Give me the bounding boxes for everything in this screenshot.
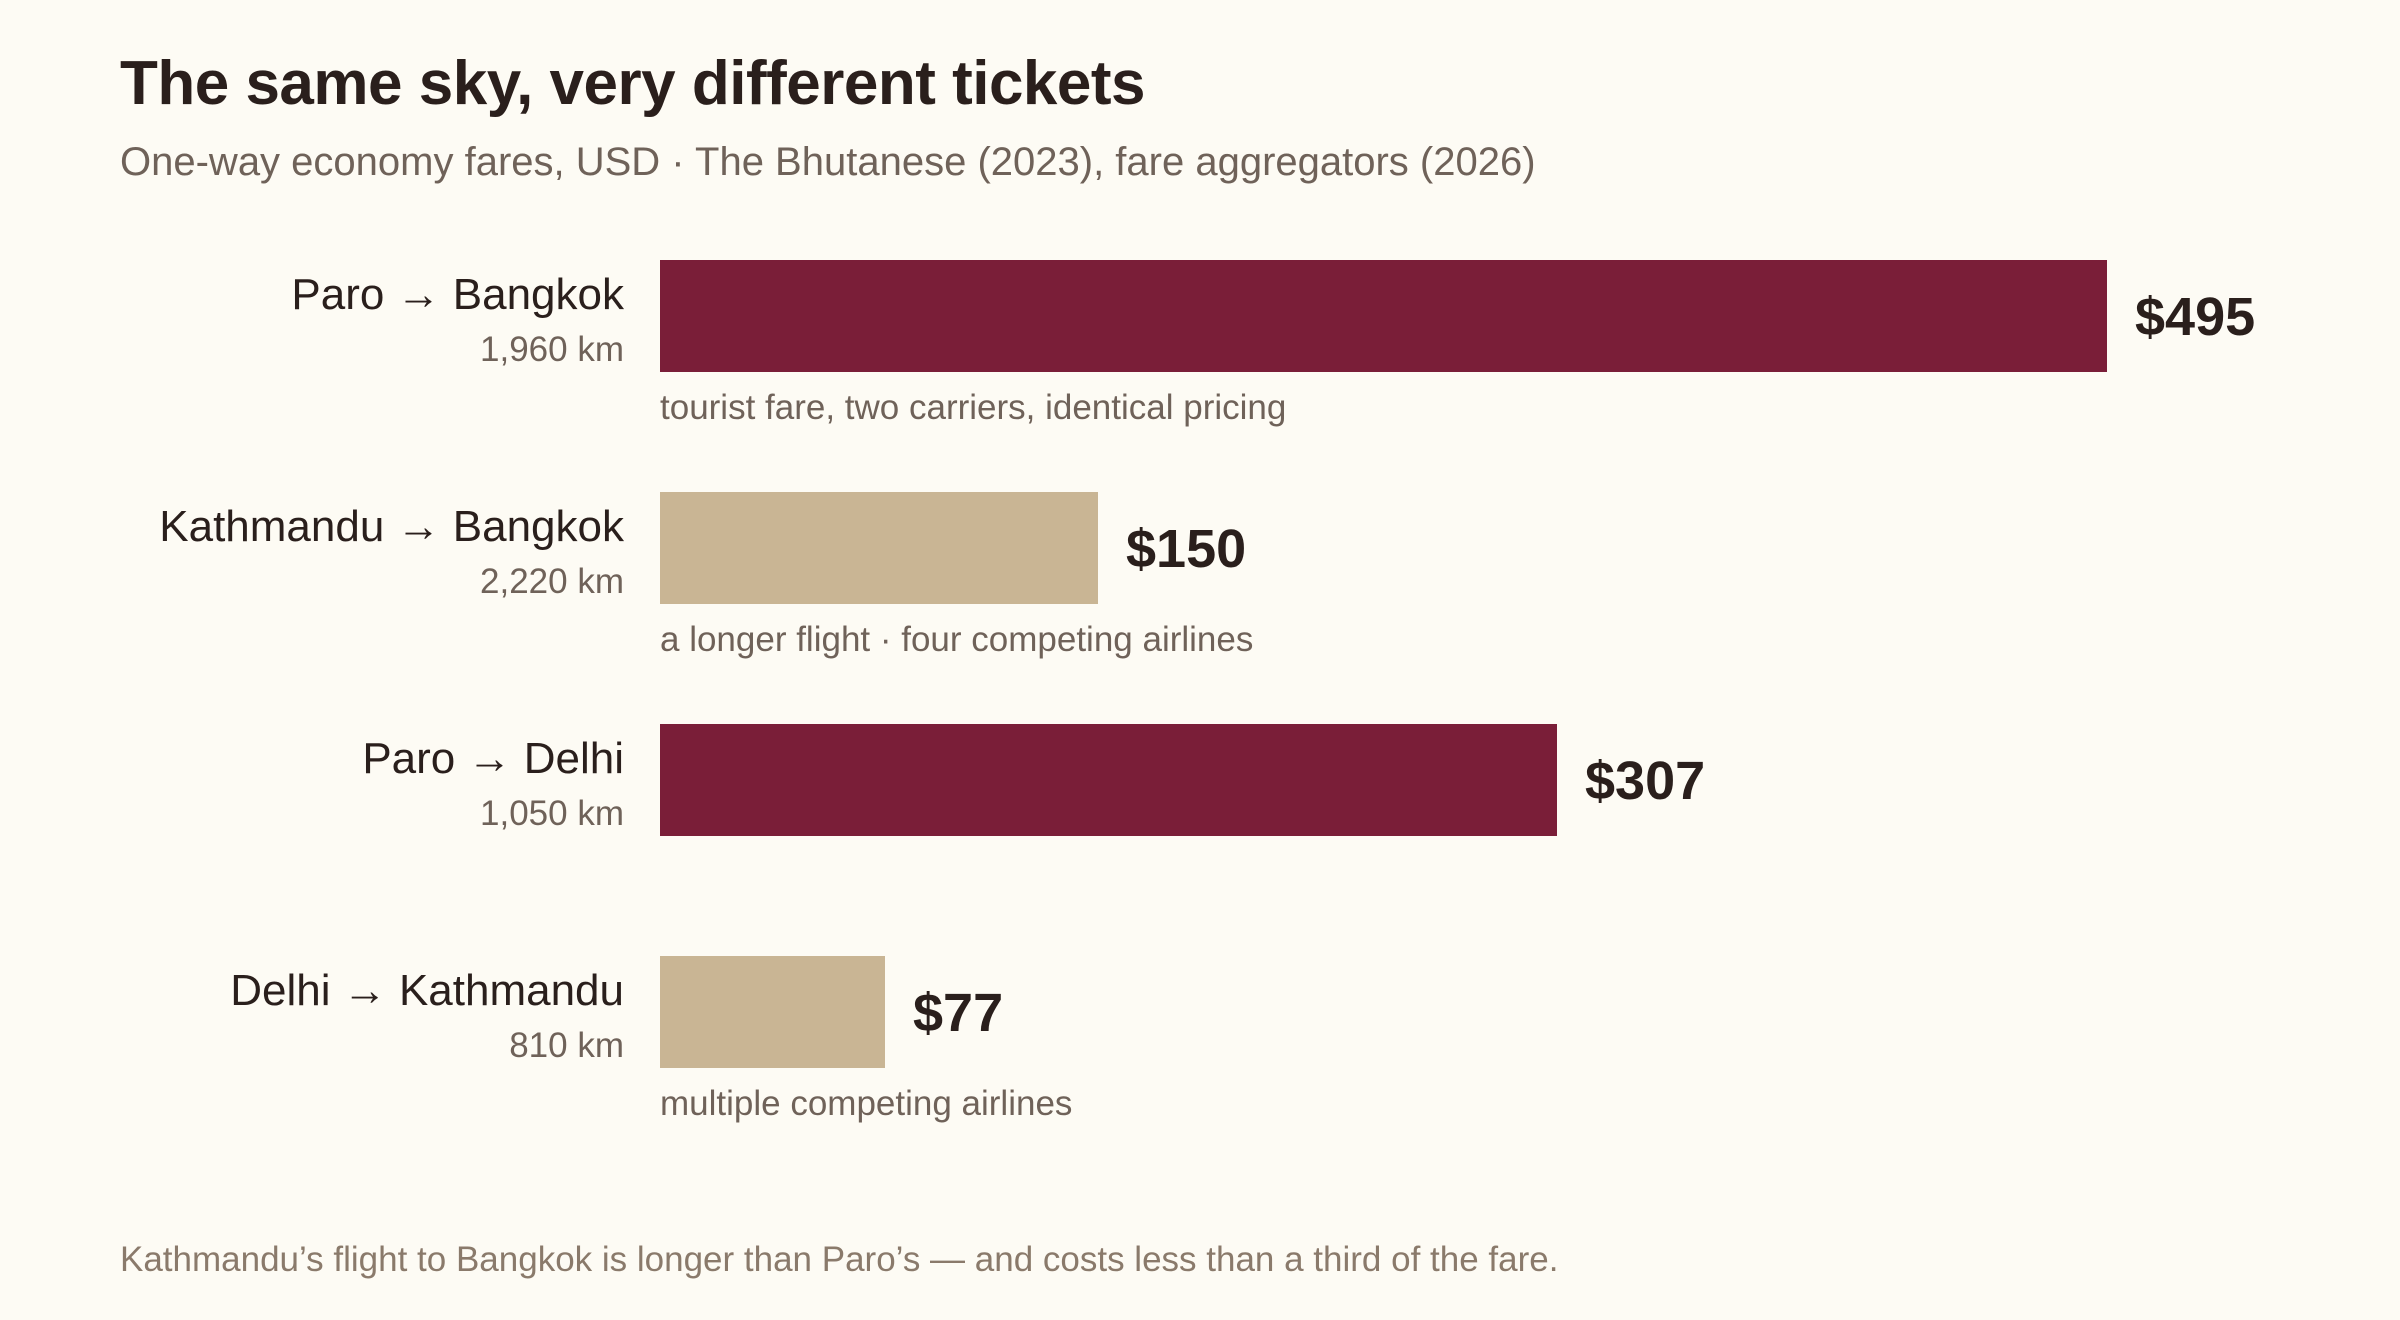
distance-label: 810 km <box>509 1026 624 1065</box>
fare-bar <box>660 492 1098 604</box>
route-note: a longer flight · four competing airline… <box>660 620 1254 659</box>
fare-value-label: $150 <box>1126 519 1247 579</box>
chart-title: The same sky, very different tickets <box>120 49 1146 118</box>
route-label: Delhi → Kathmandu <box>230 966 624 1015</box>
route-note: multiple competing airlines <box>660 1084 1073 1123</box>
route-label: Kathmandu → Bangkok <box>159 502 624 551</box>
route-label: Paro → Delhi <box>362 734 624 783</box>
fare-value-label: $495 <box>2135 287 2256 347</box>
chart-footnote: Kathmandu’s flight to Bangkok is longer … <box>120 1240 1559 1279</box>
fare-bar <box>660 260 2107 372</box>
fare-value-label: $307 <box>1585 751 1706 811</box>
distance-label: 2,220 km <box>480 562 624 601</box>
distance-label: 1,960 km <box>480 330 624 369</box>
chart-subtitle: One-way economy fares, USD · The Bhutane… <box>120 140 1536 184</box>
route-note: tourist fare, two carriers, identical pr… <box>660 388 1287 427</box>
fare-bar <box>660 724 1557 836</box>
route-label: Paro → Bangkok <box>291 270 624 319</box>
distance-label: 1,050 km <box>480 794 624 833</box>
fare-bar <box>660 956 885 1068</box>
fare-value-label: $77 <box>913 983 1004 1043</box>
